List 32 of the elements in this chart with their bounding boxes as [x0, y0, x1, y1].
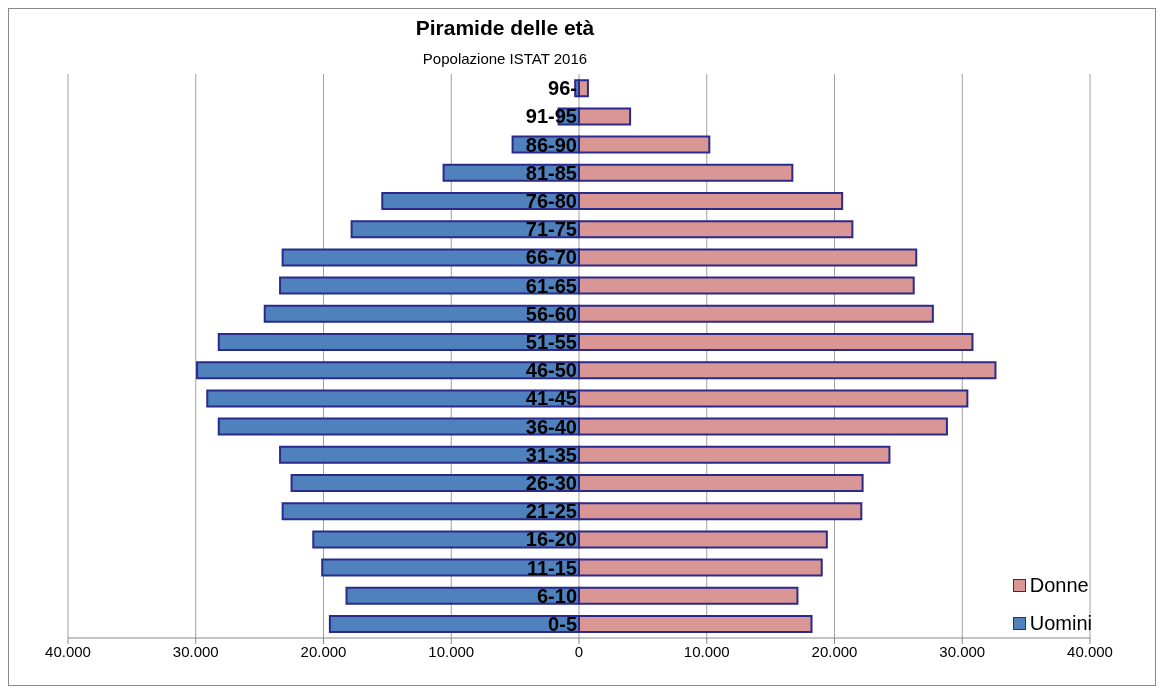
- y-tick-label: 11-15: [526, 556, 577, 579]
- y-tick-label: 66-70: [525, 246, 577, 269]
- legend-label: Uomini: [1029, 611, 1092, 636]
- y-tick-label: 86-90: [525, 133, 577, 156]
- x-tick-label: 40.000: [45, 642, 91, 660]
- bar: [578, 79, 589, 98]
- y-tick-label: 16-20: [525, 528, 577, 551]
- x-tick-label: 30.000: [939, 642, 986, 660]
- x-tick-label: 0: [574, 642, 584, 660]
- x-tick-label: 20.000: [300, 642, 347, 660]
- chart-subtitle: Popolazione ISTAT 2016: [421, 50, 589, 67]
- y-tick-label: 46-50: [525, 359, 577, 382]
- y-tick-label: 56-60: [525, 302, 577, 325]
- x-tick-label: 30.000: [172, 642, 219, 660]
- y-tick-label: 21-25: [525, 500, 577, 523]
- y-tick-label: 51-55: [525, 330, 577, 353]
- y-tick-label: 81-85: [525, 161, 577, 184]
- x-tick-label: 40.000: [1067, 642, 1113, 660]
- y-tick-label: 76-80: [525, 189, 577, 212]
- x-tick-label: 10.000: [683, 642, 730, 660]
- y-tick-label: 0-5: [548, 612, 577, 635]
- y-tick-label: 36-40: [525, 415, 577, 438]
- y-tick-label: 61-65: [525, 274, 577, 297]
- x-tick-label: 10.000: [428, 642, 475, 660]
- legend-label: Donne: [1029, 573, 1089, 598]
- y-tick-label: 31-35: [525, 443, 577, 466]
- y-tick-label: 6-10: [536, 584, 577, 607]
- chart-title: Piramide delle età: [414, 16, 596, 40]
- y-tick-label: 26-30: [525, 471, 577, 494]
- y-tick-label: 71-75: [525, 218, 577, 241]
- y-tick-label: 41-45: [525, 387, 577, 410]
- x-tick-label: 20.000: [811, 642, 858, 660]
